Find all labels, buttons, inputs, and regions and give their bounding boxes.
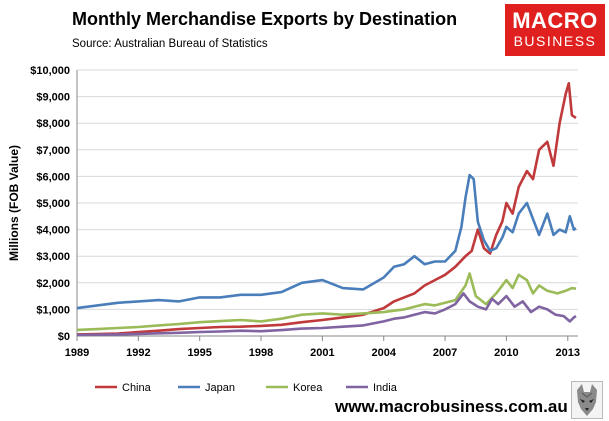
brand-logo: MACRO BUSINESS xyxy=(505,4,605,56)
x-tick-label: 2010 xyxy=(494,347,518,359)
legend-label-korea: Korea xyxy=(293,382,323,394)
x-tick-label: 1995 xyxy=(187,347,211,359)
x-tick-label: 1989 xyxy=(65,347,89,359)
y-tick-label: $10,000 xyxy=(30,65,70,77)
y-tick-label: $2,000 xyxy=(36,278,70,290)
y-tick-label: $0 xyxy=(58,331,70,343)
y-axis-label: Millions (FOB Value) xyxy=(7,145,21,261)
x-tick-label: 2001 xyxy=(310,347,334,359)
website-url: www.macrobusiness.com.au xyxy=(335,397,568,416)
y-tick-label: $7,000 xyxy=(36,145,70,157)
y-tick-label: $9,000 xyxy=(36,92,70,104)
y-tick-label: $1,000 xyxy=(36,304,70,316)
legend-label-india: India xyxy=(373,382,398,394)
series-line-japan xyxy=(76,173,577,310)
chart-title: Monthly Merchandise Exports by Destinati… xyxy=(72,9,458,29)
brand-logo-line1: MACRO xyxy=(512,8,598,33)
brand-logo-line2: BUSINESS xyxy=(513,33,597,49)
series-line-india xyxy=(76,292,577,337)
chart-source: Source: Australian Bureau of Statistics xyxy=(72,38,268,50)
x-tick-label: 2004 xyxy=(371,347,396,359)
y-tick-label: $4,000 xyxy=(36,225,70,237)
y-tick-label: $3,000 xyxy=(36,251,70,263)
x-tick-label: 1998 xyxy=(249,347,273,359)
legend-label-japan: Japan xyxy=(205,382,235,394)
legend-label-china: China xyxy=(122,382,152,394)
series-line-china xyxy=(76,82,577,336)
series-line-korea xyxy=(76,272,577,332)
wolf-icon xyxy=(571,381,603,419)
y-tick-label: $6,000 xyxy=(36,171,70,183)
y-tick-label: $5,000 xyxy=(36,198,70,210)
x-tick-label: 2013 xyxy=(556,347,580,359)
x-tick-label: 2007 xyxy=(433,347,457,359)
y-tick-label: $8,000 xyxy=(36,118,70,130)
x-tick-label: 1992 xyxy=(126,347,150,359)
